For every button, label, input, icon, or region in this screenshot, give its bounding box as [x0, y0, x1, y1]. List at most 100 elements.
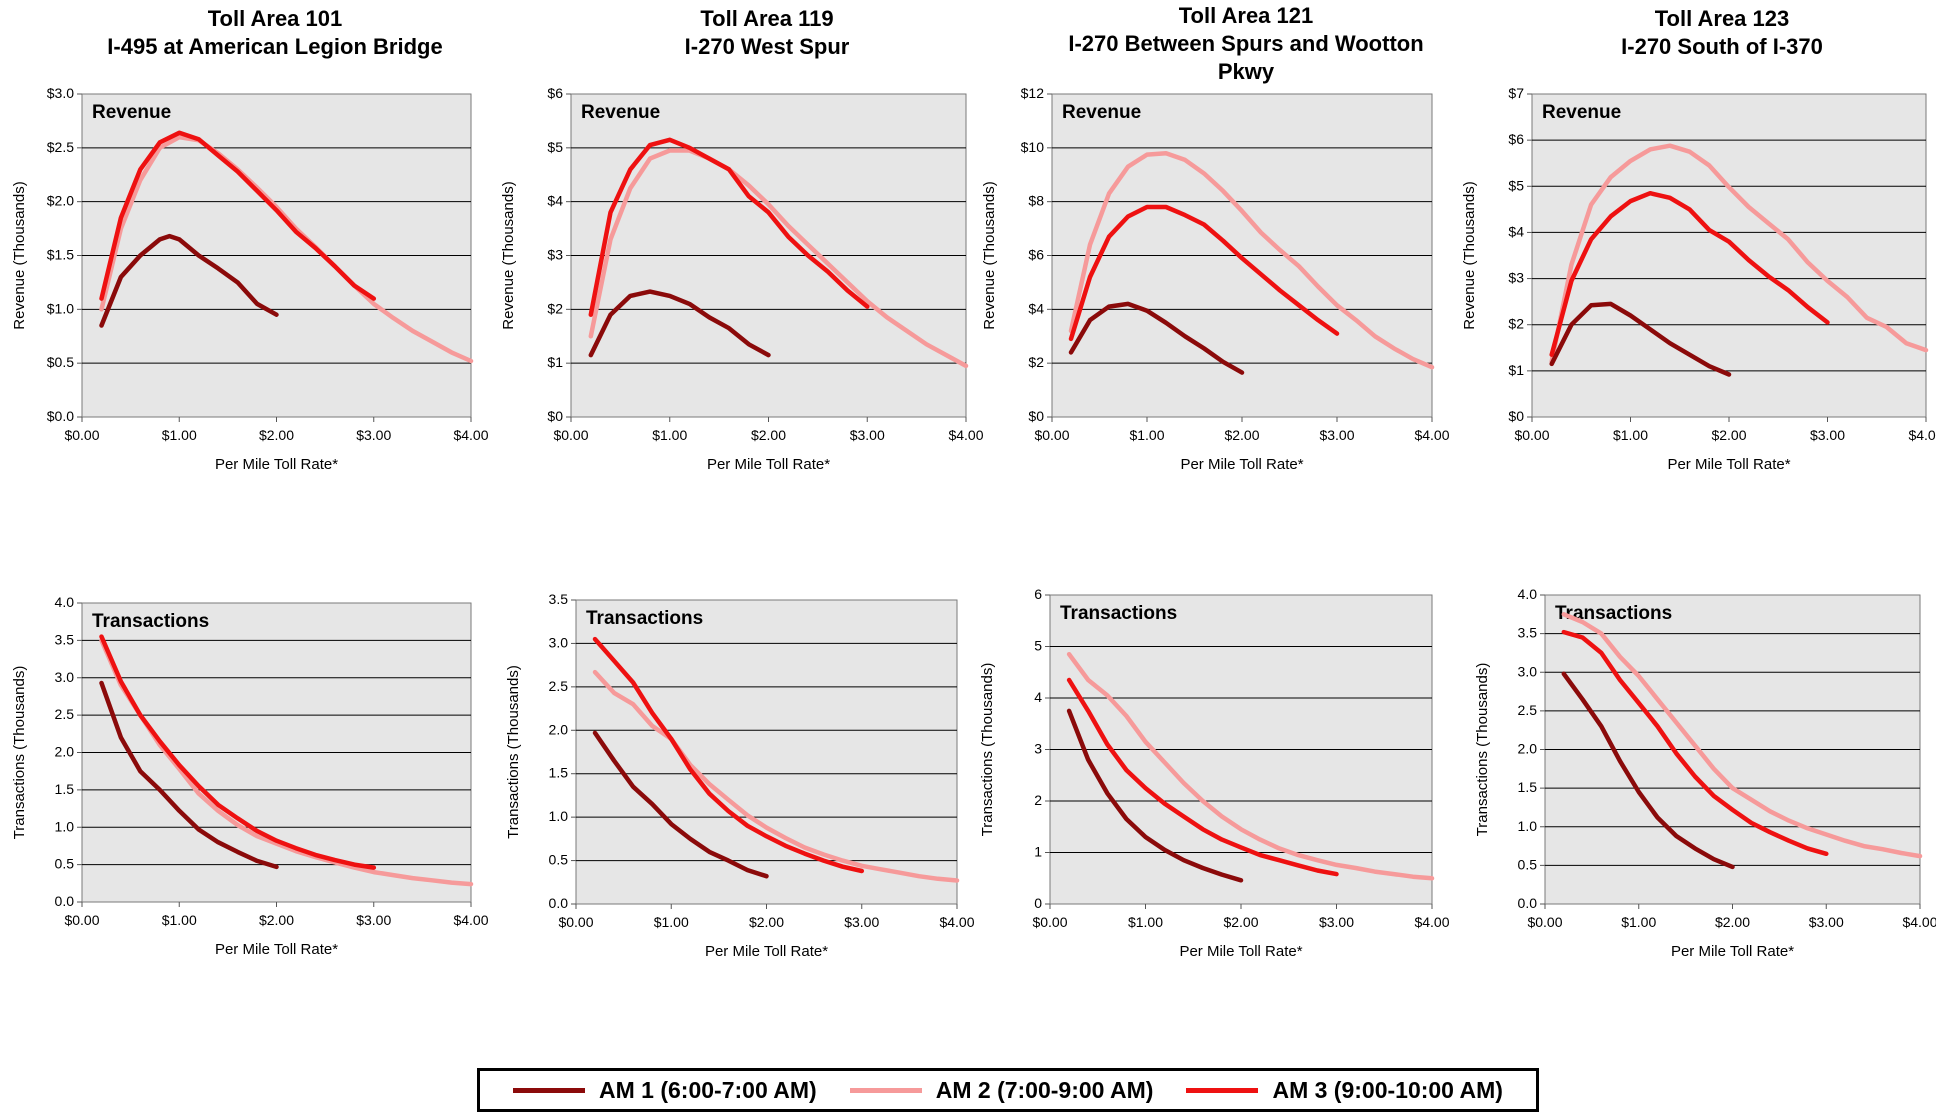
x-tick-label: $3.00	[1319, 914, 1354, 930]
x-tick-label: $1.00	[162, 427, 197, 443]
panel-title: Revenue	[581, 102, 660, 123]
y-tick-label: 1.0	[549, 808, 569, 824]
y-tick-label: 2.5	[55, 706, 75, 722]
legend-item-am3: AM 3 (9:00-10:00 AM)	[1186, 1076, 1503, 1104]
legend-item-am2: AM 2 (7:00-9:00 AM)	[849, 1077, 1153, 1104]
y-tick-label: $6	[1508, 131, 1524, 147]
series-line	[592, 669, 960, 883]
x-axis-label: Per Mile Toll Rate*	[1671, 943, 1794, 960]
x-axis-label: Per Mile Toll Rate*	[1179, 943, 1302, 960]
y-axis-label: Revenue (Thousands)	[981, 181, 998, 329]
y-tick-label: $5	[547, 139, 563, 155]
series-line	[1561, 671, 1735, 870]
y-tick-label: $0	[1508, 408, 1524, 424]
chart-title-toll-area-123: Toll Area 123 I-270 South of I-370	[1512, 5, 1932, 61]
legend-swatch-am1	[513, 1087, 586, 1093]
x-tick-label: $1.00	[1613, 427, 1648, 443]
x-tick-label: $2.00	[749, 914, 784, 930]
y-tick-label: $2.0	[47, 193, 74, 209]
y-axis-label: Transactions (Thousands)	[1474, 663, 1491, 837]
x-tick-label: $0.00	[553, 427, 588, 443]
y-tick-label: $12	[1021, 85, 1045, 101]
y-tick-label: 3.5	[549, 591, 569, 607]
panel-title: Transactions	[1060, 603, 1177, 624]
x-tick-label: $1.00	[1621, 914, 1656, 930]
series-line	[99, 130, 377, 301]
y-tick-label: 1.0	[55, 818, 75, 834]
y-tick-label: 4.0	[55, 594, 75, 610]
y-tick-label: 2	[1034, 792, 1042, 808]
x-tick-label: $1.00	[162, 912, 197, 928]
series-line	[1068, 301, 1245, 375]
title-line1: Toll Area 123	[1654, 6, 1790, 31]
plot-area	[575, 599, 958, 905]
series-line	[1561, 629, 1829, 857]
series-line	[99, 680, 279, 870]
title-line1: Toll Area 101	[207, 6, 343, 31]
y-tick-label: 0.5	[55, 856, 75, 872]
y-tick-label: $3	[547, 247, 563, 263]
x-axis-label: Per Mile Toll Rate*	[215, 456, 338, 473]
chart-panel: $0.0 $0.5 $1.0 $1.5 $2.0 $2.5 $3.0 $0.00 $1.00 $2…	[11, 85, 489, 473]
x-tick-label: $2.00	[751, 427, 786, 443]
y-tick-label: $6	[1028, 247, 1044, 263]
chart-panel: $0 $1 $2 $3 $4 $5 $6 $0.00 $1.00 $2.00 $3.00 $4.00 P…	[500, 85, 984, 473]
y-tick-label: $1	[547, 354, 563, 370]
y-tick-label: $3	[1508, 270, 1524, 286]
x-tick-label: $1.00	[1128, 914, 1163, 930]
x-tick-label: $4.00	[1414, 427, 1449, 443]
y-tick-label: 2.5	[549, 678, 569, 694]
x-tick-label: $4.00	[453, 912, 488, 928]
y-tick-label: $2	[1028, 354, 1044, 370]
x-axis-label: Per Mile Toll Rate*	[705, 943, 828, 960]
x-tick-label: $0.00	[64, 427, 99, 443]
x-tick-label: $0.00	[1034, 427, 1069, 443]
y-tick-label: 3	[1034, 741, 1042, 757]
y-tick-label: 3.0	[55, 669, 75, 685]
series-line	[99, 638, 474, 887]
series-line	[588, 289, 771, 358]
x-tick-label: $0.00	[1527, 914, 1562, 930]
x-tick-label: $1.00	[654, 914, 689, 930]
y-tick-label: 0.0	[549, 895, 569, 911]
x-tick-label: $3.00	[850, 427, 885, 443]
y-tick-label: $4	[547, 193, 563, 209]
y-tick-label: 1.5	[1518, 779, 1538, 795]
x-tick-label: $3.00	[1319, 427, 1354, 443]
chart-panel: $0 $2 $4 $6 $8 $10 $12 $0.00 $1.00 $2.00 $3.00 $4.0…	[981, 85, 1450, 473]
x-tick-label: $4.00	[1908, 427, 1936, 443]
chart-panel: $0 $1 $2 $3 $4 $5 $6 $7 $0.00 $1.00 $2.00 $3.00 $4.0…	[1461, 85, 1936, 473]
x-tick-label: $4.00	[1902, 914, 1936, 930]
y-tick-label: $5	[1508, 177, 1524, 193]
x-tick-label: $0.00	[558, 914, 593, 930]
legend-item-am1: AM 1 (6:00-7:00 AM)	[513, 1077, 817, 1104]
y-tick-label: $7	[1508, 85, 1524, 101]
y-tick-label: $2.5	[47, 139, 74, 155]
y-tick-label: $1.5	[47, 247, 74, 263]
panel-title: Revenue	[1542, 102, 1621, 123]
chart-panel: 0.0 0.5 1.0 1.5 2.0 2.5 3.0 3.5 4.0 $0.00 $1.00 $2.…	[11, 594, 489, 958]
legend-label-am3: AM 3 (9:00-10:00 AM)	[1272, 1076, 1503, 1103]
y-tick-label: $10	[1021, 139, 1045, 155]
x-tick-label: $4.00	[1414, 914, 1449, 930]
title-line1: Toll Area 119	[700, 6, 834, 31]
legend-swatch-am3	[1186, 1087, 1259, 1093]
panel-title: Transactions	[586, 608, 703, 629]
x-axis-label: Per Mile Toll Rate*	[1667, 456, 1790, 473]
chart-panel: 0.0 0.5 1.0 1.5 2.0 2.5 3.0 3.5 4.0 $0.00 $1.00 $2.…	[1474, 586, 1936, 960]
x-tick-label: $2.00	[1715, 914, 1750, 930]
y-tick-label: $1	[1508, 362, 1524, 378]
y-tick-label: 3.0	[1518, 663, 1538, 679]
series-line	[99, 233, 279, 328]
y-tick-label: $2	[547, 300, 563, 316]
chart-panel: 0 1 2 3 4 5 6 $0.00 $1.00 $2.00 $3.00 $4.00 Per Mile…	[979, 586, 1450, 960]
y-tick-label: $3.0	[47, 85, 74, 101]
series-line	[1549, 143, 1929, 364]
series-line	[1066, 708, 1244, 883]
title-line3: Pkwy	[1217, 59, 1275, 84]
y-tick-label: 1	[1034, 844, 1042, 860]
x-tick-label: $2.00	[259, 912, 294, 928]
y-tick-label: 0.0	[55, 893, 75, 909]
x-tick-label: $1.00	[652, 427, 687, 443]
y-tick-label: 1.0	[1518, 818, 1538, 834]
